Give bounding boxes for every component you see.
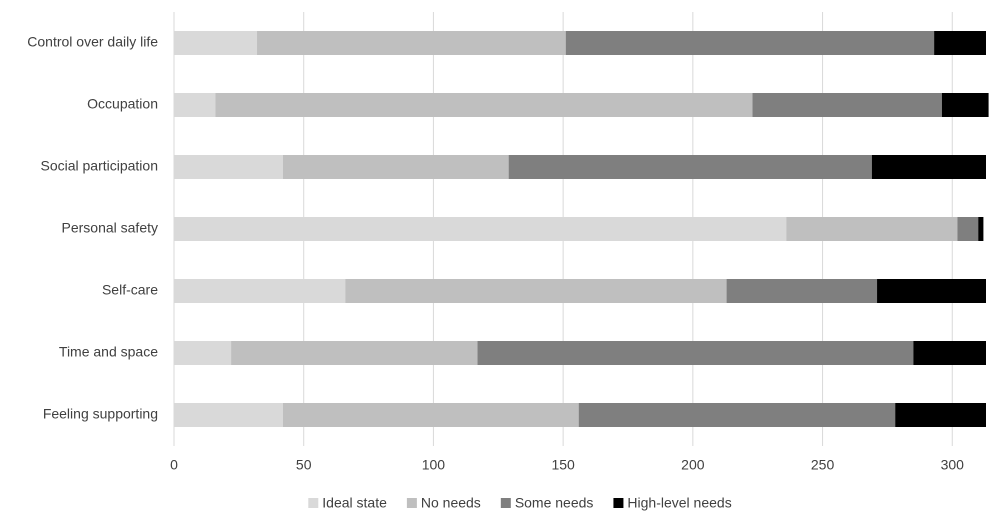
- bar-segment: [941, 93, 989, 117]
- bar-segment: [565, 31, 935, 55]
- legend-swatch: [308, 498, 319, 508]
- bar-segment: [231, 341, 478, 365]
- y-tick-label: Social participation: [40, 158, 158, 174]
- x-tick-label: 250: [811, 457, 835, 473]
- x-tick-label: 200: [681, 457, 705, 473]
- bar-segment: [174, 31, 258, 55]
- y-tick-label: Feeling supporting: [43, 406, 158, 422]
- legend-swatch: [406, 498, 417, 508]
- bar-segment: [934, 31, 986, 55]
- x-tick-label: 150: [551, 457, 575, 473]
- x-tick-label: 300: [941, 457, 965, 473]
- x-tick-label: 0: [170, 457, 178, 473]
- bar-segment: [174, 403, 283, 427]
- bar-segment: [913, 341, 986, 365]
- bar-segment: [477, 341, 914, 365]
- bar-segment: [895, 403, 986, 427]
- y-tick-label: Personal safety: [62, 220, 159, 236]
- bar-segment: [345, 279, 727, 303]
- bar-segment: [215, 93, 753, 117]
- bar-segment: [978, 217, 984, 241]
- bar-segment: [786, 217, 958, 241]
- legend-swatch: [613, 498, 624, 508]
- legend-swatch: [500, 498, 511, 508]
- bar-segment: [174, 217, 787, 241]
- bar-segment: [508, 155, 872, 179]
- bar-segment: [174, 155, 283, 179]
- y-tick-label: Time and space: [59, 344, 158, 360]
- x-tick-label: 50: [296, 457, 312, 473]
- legend-label: No needs: [421, 495, 481, 511]
- y-tick-label: Occupation: [87, 96, 158, 112]
- bar-segment: [174, 341, 232, 365]
- bar-segment: [282, 403, 579, 427]
- legend-label: High-level needs: [627, 495, 731, 511]
- bar-segment: [871, 155, 986, 179]
- legend-label: Ideal state: [322, 495, 387, 511]
- y-tick-label: Control over daily life: [27, 34, 158, 50]
- x-tick-label: 100: [422, 457, 446, 473]
- bar-segment: [726, 279, 878, 303]
- y-tick-label: Self-care: [102, 282, 158, 298]
- legend-label: Some needs: [515, 495, 594, 511]
- bar-segment: [877, 279, 986, 303]
- bar-segment: [282, 155, 509, 179]
- bar-segment: [174, 279, 346, 303]
- bar-segment: [578, 403, 896, 427]
- bar-segment: [257, 31, 566, 55]
- bar-segment: [752, 93, 942, 117]
- bar-segment: [957, 217, 979, 241]
- bar-segment: [174, 93, 216, 117]
